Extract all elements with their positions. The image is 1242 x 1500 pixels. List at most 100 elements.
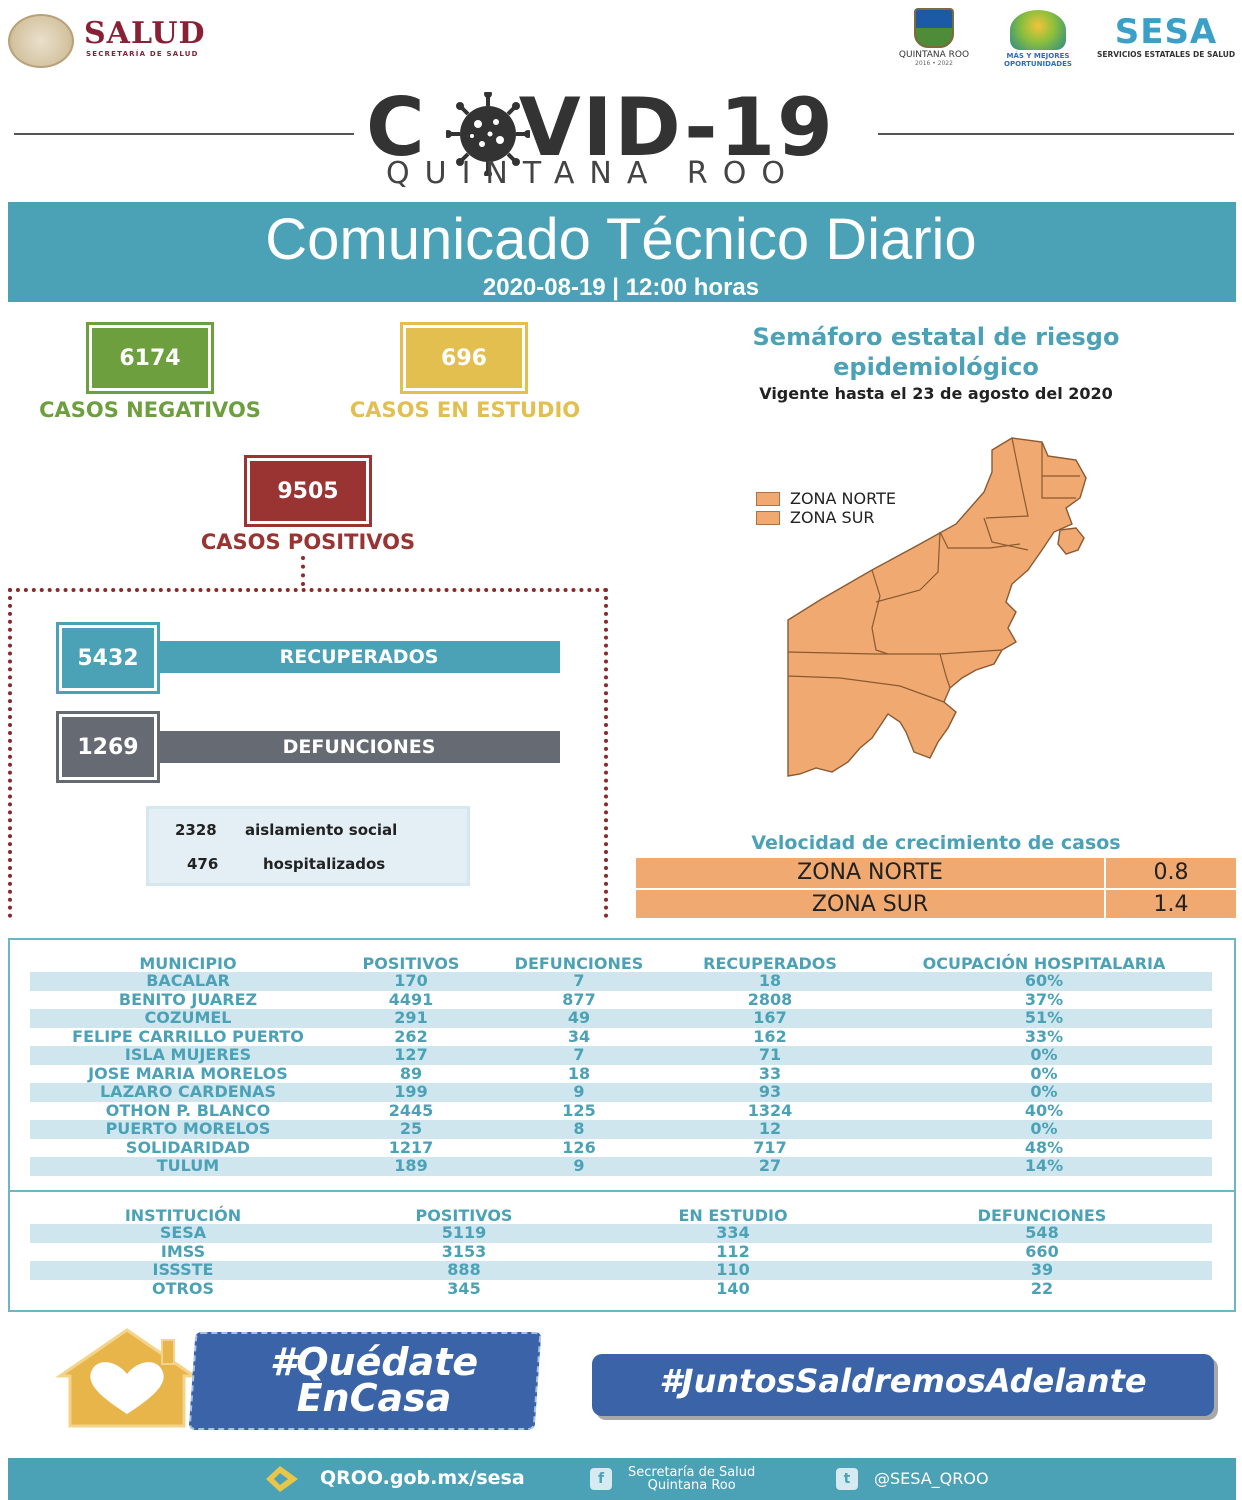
table-cell: 291: [394, 1008, 428, 1027]
status-mini-table: 2328 aislamiento social 476 hospitalizad…: [146, 806, 470, 886]
semaforo-title-line2: epidemiológico: [833, 353, 1039, 381]
estudio-box: 696: [400, 322, 528, 394]
oportunidades-text: MÁS Y MEJORES OPORTUNIDADES: [1004, 52, 1072, 68]
table-cell: ISLA MUJERES: [124, 1045, 252, 1064]
estudio-value: 696: [406, 328, 522, 388]
table-cell: IMSS: [160, 1241, 206, 1261]
facebook-icon[interactable]: f: [590, 1468, 612, 1490]
legend-label-norte: ZONA NORTE: [790, 489, 896, 508]
table-cell: 167: [753, 1008, 787, 1027]
sesa-title: SESA: [1114, 12, 1218, 52]
negativos-label: CASOS NEGATIVOS: [39, 398, 261, 422]
connector-line: [301, 556, 305, 586]
juntos-banner: [592, 1354, 1214, 1416]
table-cell: 18: [567, 1063, 591, 1083]
table-cell: 110: [716, 1260, 750, 1279]
footer-facebook[interactable]: Secretaría de Salud Quintana Roo: [628, 1466, 755, 1492]
hospitalizados-value: 476: [187, 855, 219, 873]
table-cell: 14%: [1024, 1156, 1064, 1175]
table-cell: FELIPE CARRILLO PUERTO: [72, 1026, 304, 1046]
inst-header-estudio: EN ESTUDIO: [678, 1206, 788, 1225]
recuperados-box: 5432: [56, 622, 160, 694]
twitter-icon[interactable]: t: [836, 1468, 858, 1490]
positivos-label: CASOS POSITIVOS: [200, 530, 416, 554]
quintana-roo-logo: QUINTANA ROO 2016 • 2022: [888, 8, 980, 67]
mun-header-recuperados: RECUPERADOS: [703, 954, 837, 973]
table-cell: 9: [573, 1082, 585, 1101]
table-cell: 127: [394, 1045, 428, 1064]
map-cozumel-island: [1057, 527, 1085, 555]
table-cell: 1217: [388, 1137, 434, 1157]
quintana-roo-map: [787, 437, 1087, 777]
table-cell: 717: [753, 1137, 787, 1157]
defunciones-bar: DEFUNCIONES: [158, 731, 560, 763]
table-cell: 0%: [1030, 1063, 1058, 1083]
title-rule-right: [878, 133, 1234, 135]
table-row: OTHON P. BLANCO 2445 125 1324 40%: [30, 1100, 1212, 1121]
table-cell: 112: [716, 1241, 750, 1261]
table-row: SESA 5119 334 548: [30, 1224, 1212, 1243]
quedate-line1: #Quédate: [269, 1340, 479, 1384]
defunciones-label: DEFUNCIONES: [282, 736, 436, 758]
table-row: TULUM 189 9 27 14%: [30, 1157, 1212, 1176]
inst-header-positivos: POSITIVOS: [415, 1206, 513, 1225]
recuperados-bar: RECUPERADOS: [158, 641, 560, 673]
table-cell: 60%: [1024, 971, 1064, 990]
recuperados-value: 5432: [62, 628, 154, 688]
table-row: ISSSTE 888 110 39: [30, 1261, 1212, 1280]
table-cell: 89: [399, 1063, 423, 1083]
table-row: SOLIDARIDAD 1217 126 717 48%: [30, 1137, 1212, 1158]
quedate-text: #Quédate EnCasa: [214, 1340, 534, 1420]
covid-title-rest: VID-19: [518, 81, 835, 174]
table-cell: 3153: [441, 1241, 487, 1261]
table-cell: 37%: [1024, 989, 1064, 1009]
table-cell: 27: [758, 1156, 782, 1175]
table-cell: 189: [394, 1156, 428, 1175]
table-cell: OTROS: [152, 1278, 214, 1298]
table-cell: 49: [567, 1008, 591, 1027]
table-row: LAZARO CARDENAS 199 9 93 0%: [30, 1083, 1212, 1102]
tree-icon: [1010, 10, 1066, 50]
table-cell: 1324: [747, 1100, 793, 1120]
table-cell: 126: [562, 1137, 596, 1157]
quedate-line2: EnCasa: [296, 1376, 452, 1420]
negativos-box: 6174: [86, 322, 214, 394]
table-cell: 140: [716, 1278, 750, 1298]
hospitalizados-label: hospitalizados: [263, 855, 386, 873]
table-row: IMSS 3153 112 660: [30, 1241, 1212, 1262]
qroo-logo-icon: [266, 1466, 298, 1492]
banner-date: 2020-08-19 | 12:00 horas: [482, 274, 760, 301]
aislamiento-value: 2328: [175, 821, 217, 839]
table-cell: 5119: [441, 1223, 487, 1242]
footer-website[interactable]: QROO.gob.mx/sesa: [320, 1467, 525, 1489]
table-cell: 51%: [1024, 1008, 1064, 1027]
legend-label-sur: ZONA SUR: [790, 508, 875, 527]
footer-twitter[interactable]: @SESA_QROO: [874, 1469, 989, 1488]
table-cell: 18: [758, 971, 782, 990]
shield-icon: [914, 8, 954, 48]
salud-title: SALUD: [84, 16, 206, 51]
table-cell: 877: [562, 989, 596, 1009]
table-cell: 8: [573, 1119, 585, 1138]
table-cell: 25: [399, 1119, 423, 1138]
table-cell: LAZARO CARDENAS: [99, 1082, 276, 1101]
table-cell: 39: [1030, 1260, 1054, 1279]
positivos-breakdown-frame: [8, 588, 608, 918]
juntos-text: #JuntosSaldremosAdelante: [659, 1362, 1147, 1400]
table-row: ISLA MUJERES 127 7 71 0%: [30, 1046, 1212, 1065]
table-cell: 22: [1030, 1278, 1054, 1298]
covid-title: C VID-19: [366, 88, 835, 168]
table-cell: 12: [758, 1119, 782, 1138]
table-cell: 0%: [1030, 1082, 1058, 1101]
tables-frame: [8, 938, 1236, 1312]
defunciones-value: 1269: [62, 717, 154, 777]
table-cell: 9: [573, 1156, 585, 1175]
mun-header-defunciones: DEFUNCIONES: [514, 954, 644, 973]
banner: [8, 202, 1236, 302]
table-cell: TULUM: [156, 1156, 220, 1175]
velocidad-zone: ZONA SUR: [811, 892, 929, 917]
table-cell: SOLIDARIDAD: [125, 1137, 251, 1157]
table-cell: OTHON P. BLANCO: [105, 1100, 271, 1120]
legend-swatch-sur: [756, 511, 780, 525]
aislamiento-label: aislamiento social: [245, 821, 398, 839]
